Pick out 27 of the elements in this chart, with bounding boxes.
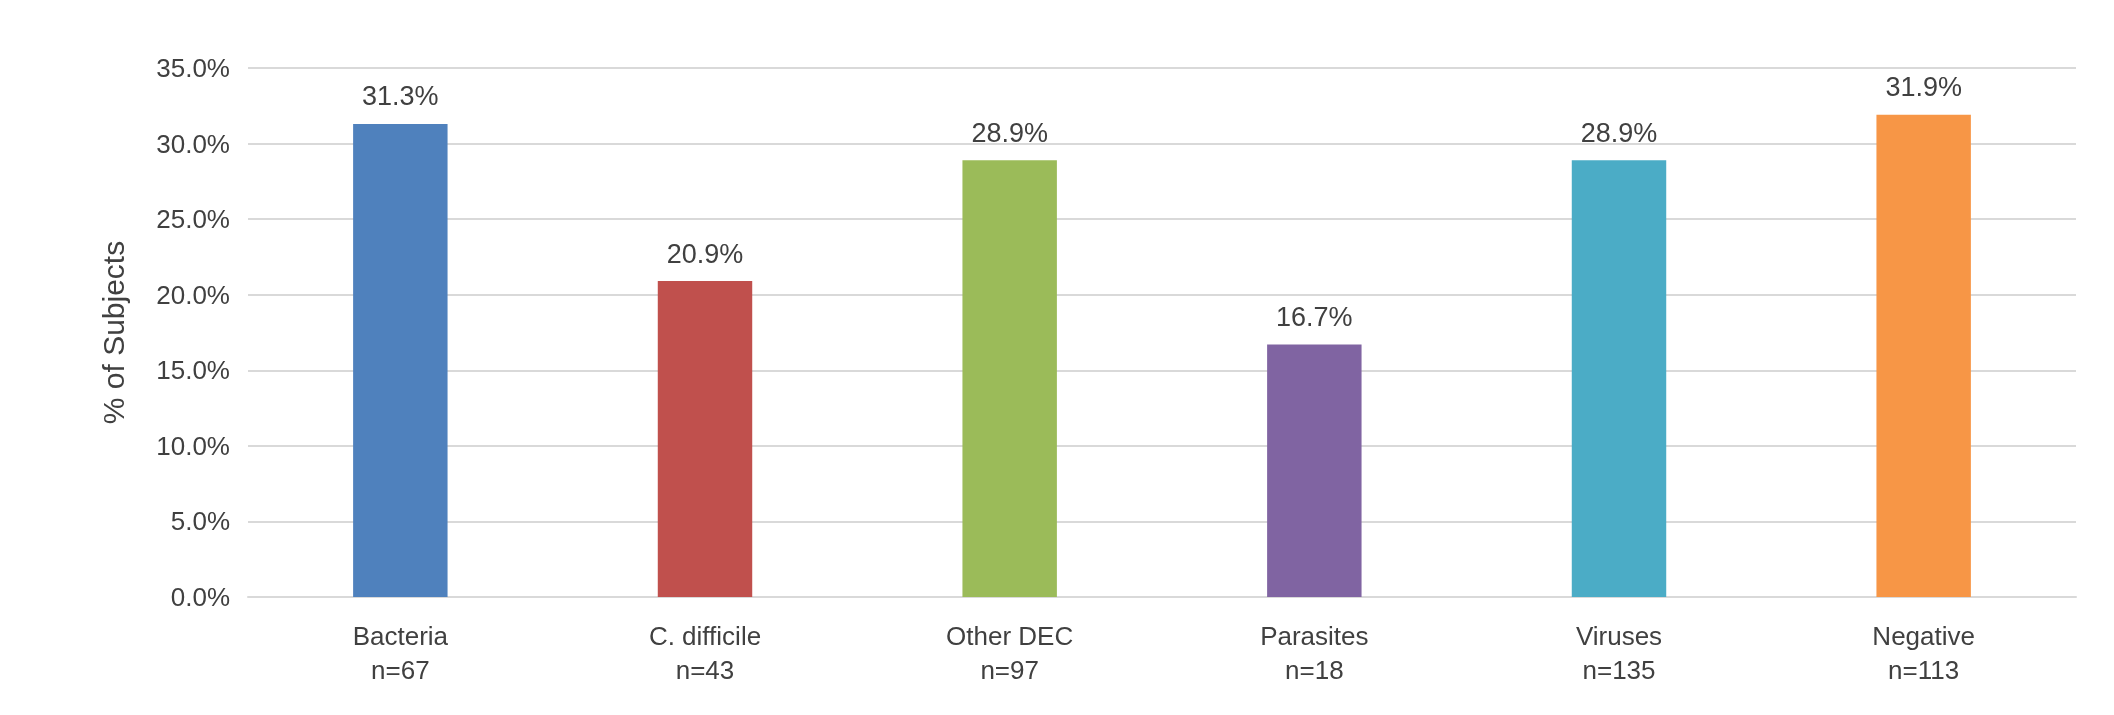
x-tick-label: Bacteria n=67 bbox=[352, 621, 449, 685]
bar bbox=[657, 281, 753, 597]
data-label: 31.9% bbox=[1885, 72, 1962, 103]
y-tick-label: 10.0% bbox=[156, 430, 230, 461]
y-axis-title: % of Subjects bbox=[96, 240, 130, 425]
bar bbox=[962, 160, 1057, 597]
data-label: 28.9% bbox=[971, 117, 1048, 148]
bar bbox=[1571, 160, 1667, 597]
bar bbox=[1267, 344, 1362, 597]
x-tick-label: Negative n=113 bbox=[1872, 621, 1975, 685]
data-label: 31.3% bbox=[362, 81, 439, 112]
x-tick-label: C. difficile n=43 bbox=[648, 621, 762, 685]
bar bbox=[1876, 114, 1971, 597]
y-tick-label: 5.0% bbox=[170, 506, 230, 537]
x-tick-label: Other DEC n=97 bbox=[946, 621, 1074, 685]
y-tick-label: 25.0% bbox=[156, 204, 230, 235]
bar bbox=[353, 123, 448, 597]
data-label: 20.9% bbox=[666, 238, 744, 269]
data-label: 28.9% bbox=[1580, 117, 1658, 148]
y-tick-label: 20.0% bbox=[156, 279, 230, 310]
y-tick-label: 35.0% bbox=[156, 53, 230, 83]
data-label: 16.7% bbox=[1276, 302, 1353, 333]
y-tick-label: 0.0% bbox=[170, 582, 230, 612]
y-tick-label: 15.0% bbox=[156, 355, 230, 386]
x-tick-label: Viruses n=135 bbox=[1575, 621, 1663, 685]
x-tick-label: Parasites n=18 bbox=[1260, 621, 1369, 685]
y-tick-label: 30.0% bbox=[156, 128, 230, 159]
